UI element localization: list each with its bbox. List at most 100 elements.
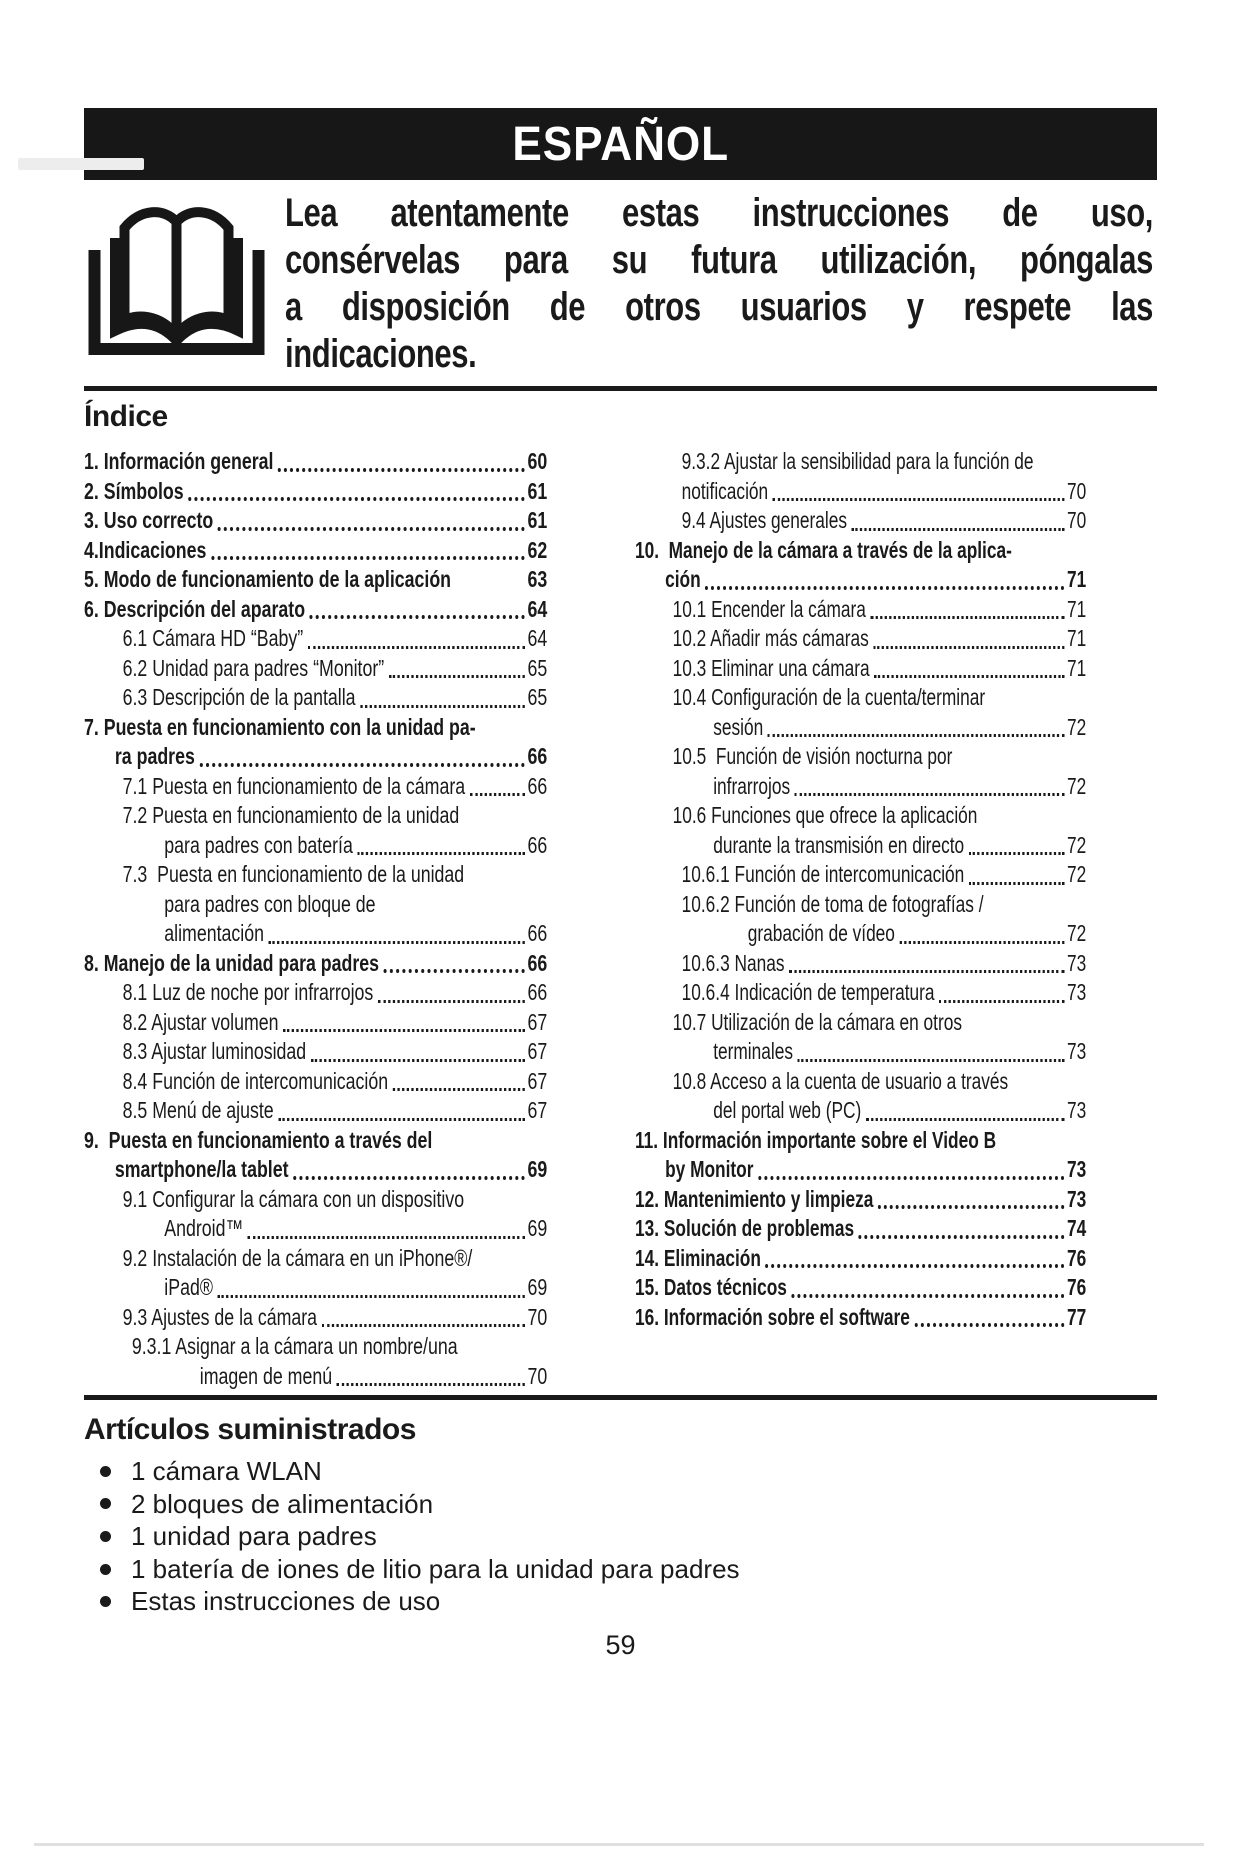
toc-page-number: 73 bbox=[1066, 1038, 1087, 1064]
toc-entry-text: alimentación bbox=[164, 920, 264, 946]
toc-entry-text: 9.3.1 Asignar a la cámara un nombre/una bbox=[131, 1333, 458, 1359]
toc-entry-text: 4.Indicaciones bbox=[84, 536, 207, 563]
intro-text: Lea atentamente estas instrucciones de u… bbox=[285, 190, 1153, 378]
intro-line: Lea atentamente estas instrucciones de u… bbox=[285, 191, 1153, 235]
scan-artifact bbox=[34, 1843, 1204, 1846]
toc-entry: 7.1 Puesta en funcionamiento de la cámar… bbox=[84, 772, 548, 802]
toc-entry: para padres con batería 66 bbox=[84, 831, 547, 861]
dot-leader bbox=[278, 467, 526, 472]
toc-entry: 10.4 Configuración de la cuenta/terminar bbox=[635, 683, 1086, 713]
list-item-text: 1 cámara WLAN bbox=[131, 1456, 322, 1486]
toc-page-number: 66 bbox=[527, 949, 548, 976]
toc-page-number: 66 bbox=[527, 743, 548, 769]
dot-leader bbox=[767, 734, 1065, 737]
toc-page-number: 65 bbox=[527, 684, 548, 710]
toc-entry: by Monitor 73 bbox=[635, 1155, 1086, 1185]
dot-leader bbox=[757, 1175, 1065, 1180]
toc-page-number: 66 bbox=[527, 831, 548, 858]
toc-page-number: 73 bbox=[1066, 1156, 1087, 1182]
scan-artifact bbox=[18, 158, 144, 170]
toc-entry-text: smartphone/la tablet bbox=[114, 1156, 289, 1182]
toc-entry: 6.3 Descripción de la pantalla 65 bbox=[84, 683, 548, 713]
toc-page-number: 71 bbox=[1066, 566, 1087, 592]
toc-entry-text: 9.3 Ajustes de la cámara bbox=[122, 1303, 318, 1330]
dot-leader bbox=[336, 1383, 526, 1386]
toc-page-number: 69 bbox=[527, 1274, 548, 1300]
toc-entry-text: by Monitor bbox=[665, 1156, 754, 1182]
toc-page-number: 65 bbox=[527, 654, 548, 681]
toc-entry-text: 10.6.1 Función de intercomunicación bbox=[681, 861, 965, 887]
toc-page-number: 72 bbox=[1066, 772, 1087, 799]
toc-entry-text: 10.3 Eliminar una cámara bbox=[672, 654, 870, 681]
toc-entry-text: sesión bbox=[713, 713, 764, 740]
toc-entry: 9.4 Ajustes generales 70 bbox=[635, 506, 1087, 536]
dot-leader bbox=[283, 1029, 526, 1032]
toc-entry: durante la transmisión en directo 72 bbox=[635, 831, 1086, 861]
intro-section: Lea atentamente estas instrucciones de u… bbox=[84, 190, 1157, 378]
toc-entry: 6.1 Cámara HD “Baby” 64 bbox=[84, 624, 548, 654]
toc-entry-text: 6.3 Descripción de la pantalla bbox=[122, 684, 356, 710]
toc-entry-text: 9.1 Configurar la cámara con un disposit… bbox=[122, 1185, 465, 1212]
toc-entry: 10.8 Acceso a la cuenta de usuario a tra… bbox=[635, 1067, 1086, 1097]
dot-leader bbox=[247, 1235, 526, 1239]
toc-entry-text: 8.3 Ajustar luminosidad bbox=[122, 1038, 307, 1064]
toc-page-number: 61 bbox=[527, 477, 548, 504]
toc-page-number: 72 bbox=[1066, 861, 1087, 887]
toc-entry: 10. Manejo de la cámara a través de la a… bbox=[635, 536, 1086, 566]
toc-entry-text: grabación de vídeo bbox=[747, 920, 895, 946]
toc-entry: 7.3 Puesta en funcionamiento de la unida… bbox=[84, 860, 547, 890]
list-item-text: 1 unidad para padres bbox=[131, 1521, 377, 1552]
toc-entry: 8. Manejo de la unidad para padres 66 bbox=[84, 949, 547, 979]
toc-entry: 8.4 Función de intercomunicación 67 bbox=[84, 1067, 548, 1097]
toc-entry-text: ra padres bbox=[114, 743, 195, 769]
toc-page-number: 71 bbox=[1066, 654, 1087, 681]
toc-page-number: 72 bbox=[1066, 831, 1087, 858]
toc-entry-text: ción bbox=[665, 566, 701, 592]
toc-entry: infrarrojos 72 bbox=[635, 772, 1086, 802]
toc-entry-text: 6.1 Cámara HD “Baby” bbox=[122, 625, 304, 651]
toc-entry-text: 10.4 Configuración de la cuenta/terminar bbox=[672, 684, 986, 710]
intro-line: consérvelas para su futura utilización, … bbox=[285, 238, 1153, 282]
toc-page-number: 76 bbox=[1066, 1244, 1087, 1271]
list-item-text: Estas instrucciones de uso bbox=[131, 1586, 441, 1617]
list-item: Estas instrucciones de uso bbox=[84, 1585, 1157, 1618]
toc-entry: 5. Modo de funcionamiento de la aplicaci… bbox=[84, 565, 547, 595]
toc-page-number: 71 bbox=[1066, 595, 1087, 622]
toc-page-number: 66 bbox=[527, 772, 548, 799]
bullet-icon bbox=[100, 1465, 111, 1477]
table-of-contents: 1. Información general 60 2. Símbolos 61 3. … bbox=[84, 447, 1157, 1391]
toc-entry: alimentación 66 bbox=[84, 919, 547, 949]
toc-entry-text: 13. Solución de problemas bbox=[635, 1215, 855, 1241]
dot-leader bbox=[211, 556, 526, 560]
toc-entry: 12. Mantenimiento y limpieza 73 bbox=[635, 1185, 1086, 1215]
toc-entry: Android™ 69 bbox=[84, 1214, 547, 1244]
toc-entry-text: durante la transmisión en directo bbox=[713, 831, 965, 858]
toc-entry-text: 1. Información general bbox=[84, 448, 274, 474]
toc-entry-text: 8.4 Función de intercomunicación bbox=[122, 1067, 389, 1094]
toc-entry-text: 9.2 Instalación de la cámara en un iPhon… bbox=[122, 1244, 473, 1271]
toc-entry: 10.1 Encender la cámara 71 bbox=[635, 595, 1087, 625]
toc-page-number: 66 bbox=[527, 920, 548, 946]
manual-page: ESPAÑOL Lea atentamente estas instruccio… bbox=[0, 108, 1241, 1862]
dot-leader bbox=[377, 999, 526, 1003]
toc-entry: 13. Solución de problemas 74 bbox=[635, 1214, 1086, 1244]
toc-entry: smartphone/la tablet 69 bbox=[84, 1155, 547, 1185]
toc-entry-text: 10.5 Función de visión nocturna por bbox=[672, 743, 953, 769]
dot-leader bbox=[321, 1324, 526, 1327]
toc-page-number: 67 bbox=[527, 1008, 548, 1035]
toc-column-left: 1. Información general 60 2. Símbolos 61 3. … bbox=[84, 447, 547, 1391]
toc-entry-text: 7. Puesta en funcionamiento con la unida… bbox=[84, 713, 476, 740]
toc-entry: 10.5 Función de visión nocturna por bbox=[635, 742, 1086, 772]
toc-entry-text: 12. Mantenimiento y limpieza bbox=[635, 1185, 874, 1212]
dot-leader bbox=[865, 1117, 1065, 1121]
toc-entry: ra padres 66 bbox=[84, 742, 547, 772]
toc-page-number: 69 bbox=[527, 1215, 548, 1241]
toc-page-number: 69 bbox=[527, 1156, 548, 1182]
dot-leader bbox=[360, 704, 526, 708]
toc-entry-text: 14. Eliminación bbox=[635, 1244, 761, 1271]
toc-entry: 10.6 Funciones que ofrece la aplicación bbox=[635, 801, 1086, 831]
intro-line: indicaciones. bbox=[285, 332, 477, 376]
toc-entry-text: para padres con bloque de bbox=[164, 890, 376, 917]
dot-leader bbox=[388, 675, 526, 678]
toc-entry-text: 6.2 Unidad para padres “Monitor” bbox=[122, 654, 385, 681]
